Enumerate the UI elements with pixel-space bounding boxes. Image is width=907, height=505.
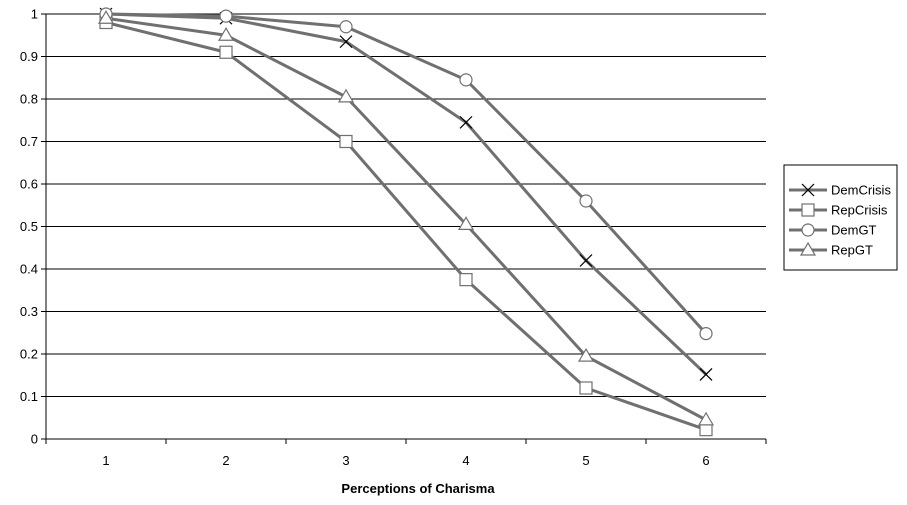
data-point-repgt xyxy=(697,411,715,426)
y-tick-label: 1 xyxy=(31,7,38,22)
series-line-demgt xyxy=(105,12,708,335)
data-point-demcrisis xyxy=(459,115,473,129)
data-point-demgt xyxy=(339,20,353,34)
data-point-demcrisis-stroke xyxy=(699,367,713,381)
data-point-demcrisis xyxy=(579,254,593,267)
legend-label-repcrisis: RepCrisis xyxy=(831,203,888,218)
series-line-repcrisis xyxy=(105,21,707,432)
legend-x-marker-stroke xyxy=(801,183,815,197)
legend-label-demgt: DemGT xyxy=(831,223,877,238)
x-tick-label: 4 xyxy=(462,453,469,468)
y-tick-label: 0 xyxy=(31,432,38,447)
series-line-repgt xyxy=(105,16,707,422)
legend-triangle-marker xyxy=(799,241,817,256)
y-tick-label: 0.9 xyxy=(20,49,38,64)
data-point-demcrisis xyxy=(339,35,353,49)
data-point-repcrisis xyxy=(219,45,233,59)
data-point-repgt xyxy=(457,216,475,230)
data-point-demcrisis-stroke xyxy=(579,254,593,267)
x-axis-title: Perceptions of Charisma xyxy=(341,481,495,496)
legend-label-repgt: RepGT xyxy=(831,243,873,258)
data-point-repgt xyxy=(97,10,115,24)
data-point-repcrisis xyxy=(579,381,593,395)
data-point-demgt xyxy=(459,73,473,87)
legend-circle-marker xyxy=(801,223,815,237)
data-point-repcrisis xyxy=(459,273,473,287)
legend-label-demcrisis: DemCrisis xyxy=(831,183,891,198)
y-tick-label: 0.4 xyxy=(20,262,38,277)
y-tick-label: 0.8 xyxy=(20,92,38,107)
data-point-demgt xyxy=(219,9,233,23)
y-tick-label: 0.2 xyxy=(20,347,38,362)
x-tick-label: 1 xyxy=(102,453,109,468)
y-tick-label: 0.1 xyxy=(20,389,38,404)
grid-lines xyxy=(46,13,766,440)
legend-square-marker xyxy=(801,203,815,217)
x-tick-label: 6 xyxy=(702,453,709,468)
x-tick-label: 5 xyxy=(582,453,589,468)
x-tick-label: 3 xyxy=(342,453,349,468)
data-point-demcrisis-stroke xyxy=(339,35,353,49)
y-tick-label: 0.6 xyxy=(20,177,38,192)
y-tick-label: 0.7 xyxy=(20,134,38,149)
series-markers xyxy=(97,7,715,437)
axes: 0 0.1 0.2 0.3 0.4 0.5 0.6 0.7 0.8 0.9 1 1 2 3 4 5 6 xyxy=(20,7,767,468)
data-point-repgt xyxy=(217,27,235,41)
data-point-demgt xyxy=(579,194,593,208)
data-point-repcrisis xyxy=(339,134,353,149)
y-tick-label: 0.3 xyxy=(20,304,38,319)
data-point-demgt xyxy=(699,327,713,341)
legend-x-marker xyxy=(801,183,815,197)
y-tick-label: 0.5 xyxy=(20,219,38,234)
data-point-demcrisis-stroke xyxy=(459,115,473,129)
legend: DemCrisis RepCrisis DemGT RepGT xyxy=(783,164,898,271)
data-point-repgt xyxy=(577,347,595,362)
series-line-demcrisis xyxy=(105,12,708,376)
data-point-repgt xyxy=(337,88,355,103)
series-lines xyxy=(105,12,708,432)
x-tick-label: 2 xyxy=(222,453,229,468)
data-point-demcrisis xyxy=(699,367,713,381)
